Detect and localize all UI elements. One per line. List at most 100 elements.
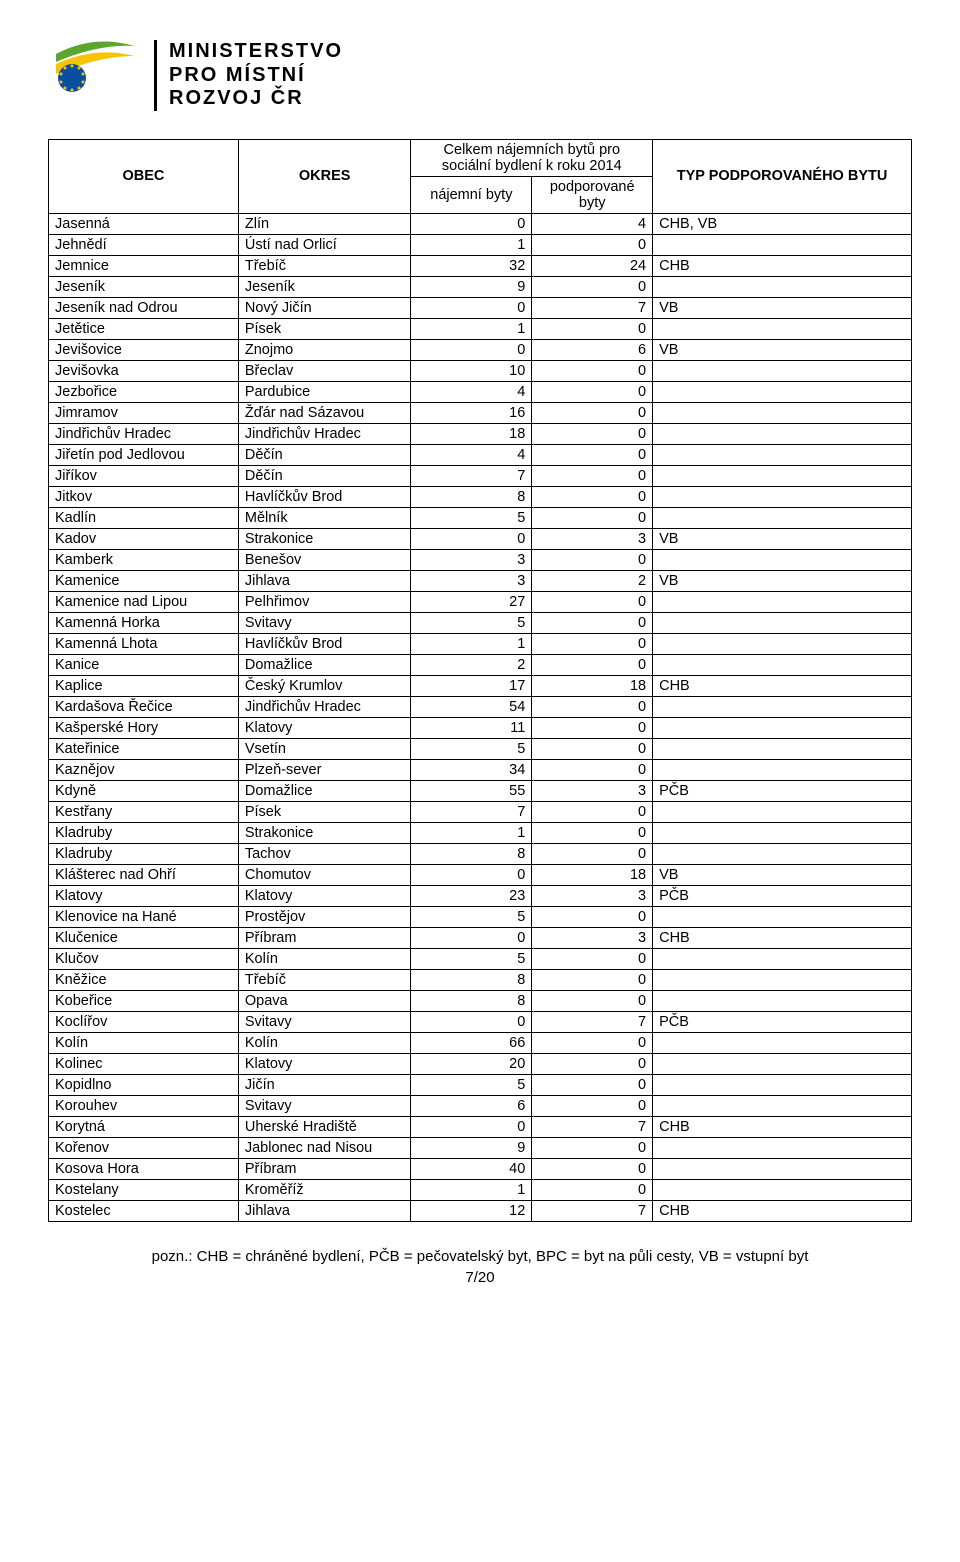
cell-typ <box>653 549 912 570</box>
cell-pod: 6 <box>532 339 653 360</box>
cell-okres: Zlín <box>238 213 411 234</box>
cell-typ <box>653 969 912 990</box>
cell-pod: 0 <box>532 549 653 570</box>
table-row: KamberkBenešov30 <box>49 549 912 570</box>
cell-pod: 7 <box>532 1116 653 1137</box>
table-row: KněžiceTřebíč80 <box>49 969 912 990</box>
cell-typ <box>653 1158 912 1179</box>
cell-obec: Jindřichův Hradec <box>49 423 239 444</box>
cell-obec: Jasenná <box>49 213 239 234</box>
cell-okres: Mělník <box>238 507 411 528</box>
table-row: Jiřetín pod JedlovouDěčín40 <box>49 444 912 465</box>
table-row: JasennáZlín04CHB, VB <box>49 213 912 234</box>
cell-naj: 1 <box>411 234 532 255</box>
cell-typ <box>653 276 912 297</box>
cell-obec: Klášterec nad Ohří <box>49 864 239 885</box>
cell-naj: 40 <box>411 1158 532 1179</box>
cell-naj: 55 <box>411 780 532 801</box>
table-row: KořenovJablonec nad Nisou90 <box>49 1137 912 1158</box>
cell-typ: VB <box>653 570 912 591</box>
cell-pod: 0 <box>532 591 653 612</box>
cell-obec: Kladruby <box>49 843 239 864</box>
cell-naj: 11 <box>411 717 532 738</box>
cell-typ: VB <box>653 528 912 549</box>
cell-obec: Kanice <box>49 654 239 675</box>
table-body: JasennáZlín04CHB, VBJehnědíÚstí nad Orli… <box>49 213 912 1221</box>
cell-typ: CHB <box>653 1200 912 1221</box>
cell-naj: 0 <box>411 339 532 360</box>
cell-obec: Kadov <box>49 528 239 549</box>
cell-okres: Havlíčkův Brod <box>238 486 411 507</box>
cell-naj: 32 <box>411 255 532 276</box>
cell-okres: Jihlava <box>238 570 411 591</box>
table-row: Kamenná HorkaSvitavy50 <box>49 612 912 633</box>
cell-naj: 8 <box>411 843 532 864</box>
table-row: Klášterec nad OhříChomutov018VB <box>49 864 912 885</box>
cell-obec: Kobeřice <box>49 990 239 1011</box>
cell-obec: Kaplice <box>49 675 239 696</box>
cell-obec: Jemnice <box>49 255 239 276</box>
cell-pod: 0 <box>532 465 653 486</box>
cell-okres: Chomutov <box>238 864 411 885</box>
cell-pod: 0 <box>532 612 653 633</box>
cell-typ: CHB <box>653 1116 912 1137</box>
cell-obec: Jimramov <box>49 402 239 423</box>
cell-pod: 0 <box>532 1053 653 1074</box>
cell-typ <box>653 759 912 780</box>
cell-typ <box>653 633 912 654</box>
table-row: KlučovKolín50 <box>49 948 912 969</box>
cell-naj: 2 <box>411 654 532 675</box>
cell-pod: 0 <box>532 507 653 528</box>
cell-obec: Jevišovice <box>49 339 239 360</box>
cell-obec: Kostelany <box>49 1179 239 1200</box>
cell-naj: 0 <box>411 528 532 549</box>
cell-naj: 16 <box>411 402 532 423</box>
table-row: KoclířovSvitavy07PČB <box>49 1011 912 1032</box>
cell-pod: 0 <box>532 801 653 822</box>
cell-obec: Kladruby <box>49 822 239 843</box>
cell-pod: 18 <box>532 864 653 885</box>
cell-naj: 8 <box>411 486 532 507</box>
table-row: KadovStrakonice03VB <box>49 528 912 549</box>
cell-pod: 0 <box>532 1158 653 1179</box>
cell-naj: 1 <box>411 318 532 339</box>
cell-typ: PČB <box>653 885 912 906</box>
table-row: JimramovŽďár nad Sázavou160 <box>49 402 912 423</box>
cell-naj: 5 <box>411 1074 532 1095</box>
table-row: JevišovkaBřeclav100 <box>49 360 912 381</box>
cell-okres: Jindřichův Hradec <box>238 696 411 717</box>
cell-okres: Jindřichův Hradec <box>238 423 411 444</box>
cell-okres: Benešov <box>238 549 411 570</box>
cell-okres: Jeseník <box>238 276 411 297</box>
cell-pod: 0 <box>532 1179 653 1200</box>
table-row: JemniceTřebíč3224CHB <box>49 255 912 276</box>
cell-typ: CHB <box>653 255 912 276</box>
cell-okres: Jičín <box>238 1074 411 1095</box>
cell-okres: Kroměříž <box>238 1179 411 1200</box>
cell-typ <box>653 1053 912 1074</box>
cell-pod: 2 <box>532 570 653 591</box>
table-row: Klenovice na HanéProstějov50 <box>49 906 912 927</box>
cell-okres: Opava <box>238 990 411 1011</box>
cell-obec: Kolín <box>49 1032 239 1053</box>
cell-okres: Uherské Hradiště <box>238 1116 411 1137</box>
cell-typ: PČB <box>653 1011 912 1032</box>
cell-typ <box>653 465 912 486</box>
cell-pod: 0 <box>532 843 653 864</box>
cell-typ: CHB, VB <box>653 213 912 234</box>
cell-obec: Kněžice <box>49 969 239 990</box>
cell-pod: 3 <box>532 885 653 906</box>
cell-typ <box>653 801 912 822</box>
cell-typ <box>653 612 912 633</box>
cell-pod: 0 <box>532 822 653 843</box>
table-row: KopidlnoJičín50 <box>49 1074 912 1095</box>
cell-pod: 18 <box>532 675 653 696</box>
cell-pod: 0 <box>532 276 653 297</box>
cell-okres: Klatovy <box>238 885 411 906</box>
logo-line3: ROZVOJ ČR <box>169 87 343 111</box>
cell-typ <box>653 507 912 528</box>
cell-typ <box>653 591 912 612</box>
table-row: KaznějovPlzeň-sever340 <box>49 759 912 780</box>
cell-naj: 5 <box>411 948 532 969</box>
cell-obec: Jezbořice <box>49 381 239 402</box>
